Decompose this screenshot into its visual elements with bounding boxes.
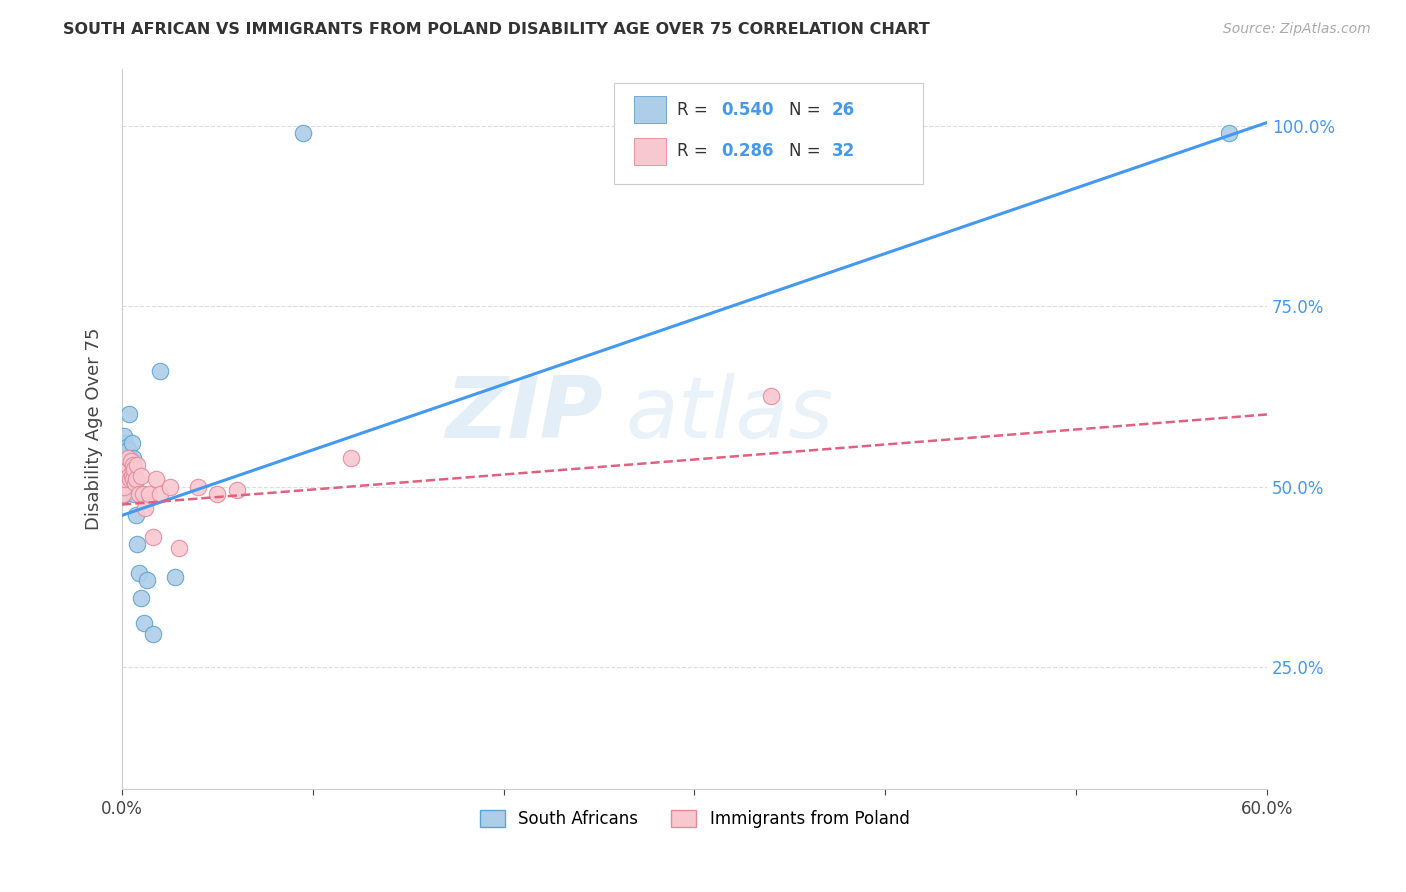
- Point: [225, 483, 247, 497]
- Point: [138, 487, 160, 501]
- Point: [124, 487, 146, 501]
- Point: [114, 465, 136, 479]
- Point: [187, 479, 209, 493]
- FancyBboxPatch shape: [634, 96, 666, 123]
- Point: [124, 475, 146, 490]
- Point: [115, 458, 138, 472]
- Point: [127, 458, 149, 472]
- Text: N =: N =: [790, 101, 827, 119]
- Point: [128, 566, 150, 580]
- Point: [118, 468, 141, 483]
- Text: ZIP: ZIP: [446, 373, 603, 456]
- Point: [117, 443, 139, 458]
- Text: atlas: atlas: [626, 373, 834, 456]
- Point: [124, 461, 146, 475]
- Point: [125, 472, 148, 486]
- Text: SOUTH AFRICAN VS IMMIGRANTS FROM POLAND DISABILITY AGE OVER 75 CORRELATION CHART: SOUTH AFRICAN VS IMMIGRANTS FROM POLAND …: [63, 22, 929, 37]
- Text: R =: R =: [678, 101, 713, 119]
- Point: [118, 472, 141, 486]
- Point: [117, 450, 139, 465]
- Point: [149, 364, 172, 378]
- Point: [118, 408, 141, 422]
- Text: 26: 26: [832, 101, 855, 119]
- Point: [122, 450, 145, 465]
- Point: [129, 468, 152, 483]
- Point: [127, 537, 149, 551]
- Point: [165, 569, 187, 583]
- Point: [115, 461, 138, 475]
- Point: [134, 501, 156, 516]
- Point: [142, 530, 165, 544]
- Point: [115, 447, 138, 461]
- Point: [112, 479, 135, 493]
- Point: [125, 508, 148, 523]
- Text: Source: ZipAtlas.com: Source: ZipAtlas.com: [1223, 22, 1371, 37]
- Text: N =: N =: [790, 143, 827, 161]
- Point: [132, 616, 155, 631]
- Point: [114, 472, 136, 486]
- Point: [120, 454, 142, 468]
- Point: [169, 541, 191, 555]
- Point: [112, 487, 135, 501]
- Point: [759, 389, 782, 403]
- Text: 32: 32: [832, 143, 855, 161]
- Point: [128, 487, 150, 501]
- Point: [145, 472, 167, 486]
- Point: [121, 458, 143, 472]
- Point: [122, 472, 145, 486]
- Point: [149, 487, 172, 501]
- Point: [114, 472, 136, 486]
- Text: 0.540: 0.540: [721, 101, 773, 119]
- Point: [142, 627, 165, 641]
- Point: [207, 487, 229, 501]
- Legend: South Africans, Immigrants from Poland: South Africans, Immigrants from Poland: [472, 804, 917, 835]
- Point: [132, 487, 155, 501]
- Point: [292, 127, 315, 141]
- Point: [135, 573, 157, 587]
- FancyBboxPatch shape: [614, 83, 924, 184]
- Point: [129, 591, 152, 606]
- Point: [121, 468, 143, 483]
- Point: [340, 450, 363, 465]
- Y-axis label: Disability Age Over 75: Disability Age Over 75: [86, 327, 103, 530]
- Point: [118, 450, 141, 465]
- Point: [121, 436, 143, 450]
- Point: [112, 429, 135, 443]
- Point: [120, 465, 142, 479]
- Point: [159, 479, 181, 493]
- Point: [115, 450, 138, 465]
- Point: [117, 440, 139, 454]
- Point: [114, 487, 136, 501]
- Point: [111, 487, 134, 501]
- Point: [112, 436, 135, 450]
- Text: R =: R =: [678, 143, 713, 161]
- FancyBboxPatch shape: [634, 137, 666, 165]
- Point: [1218, 127, 1240, 141]
- Text: 0.286: 0.286: [721, 143, 773, 161]
